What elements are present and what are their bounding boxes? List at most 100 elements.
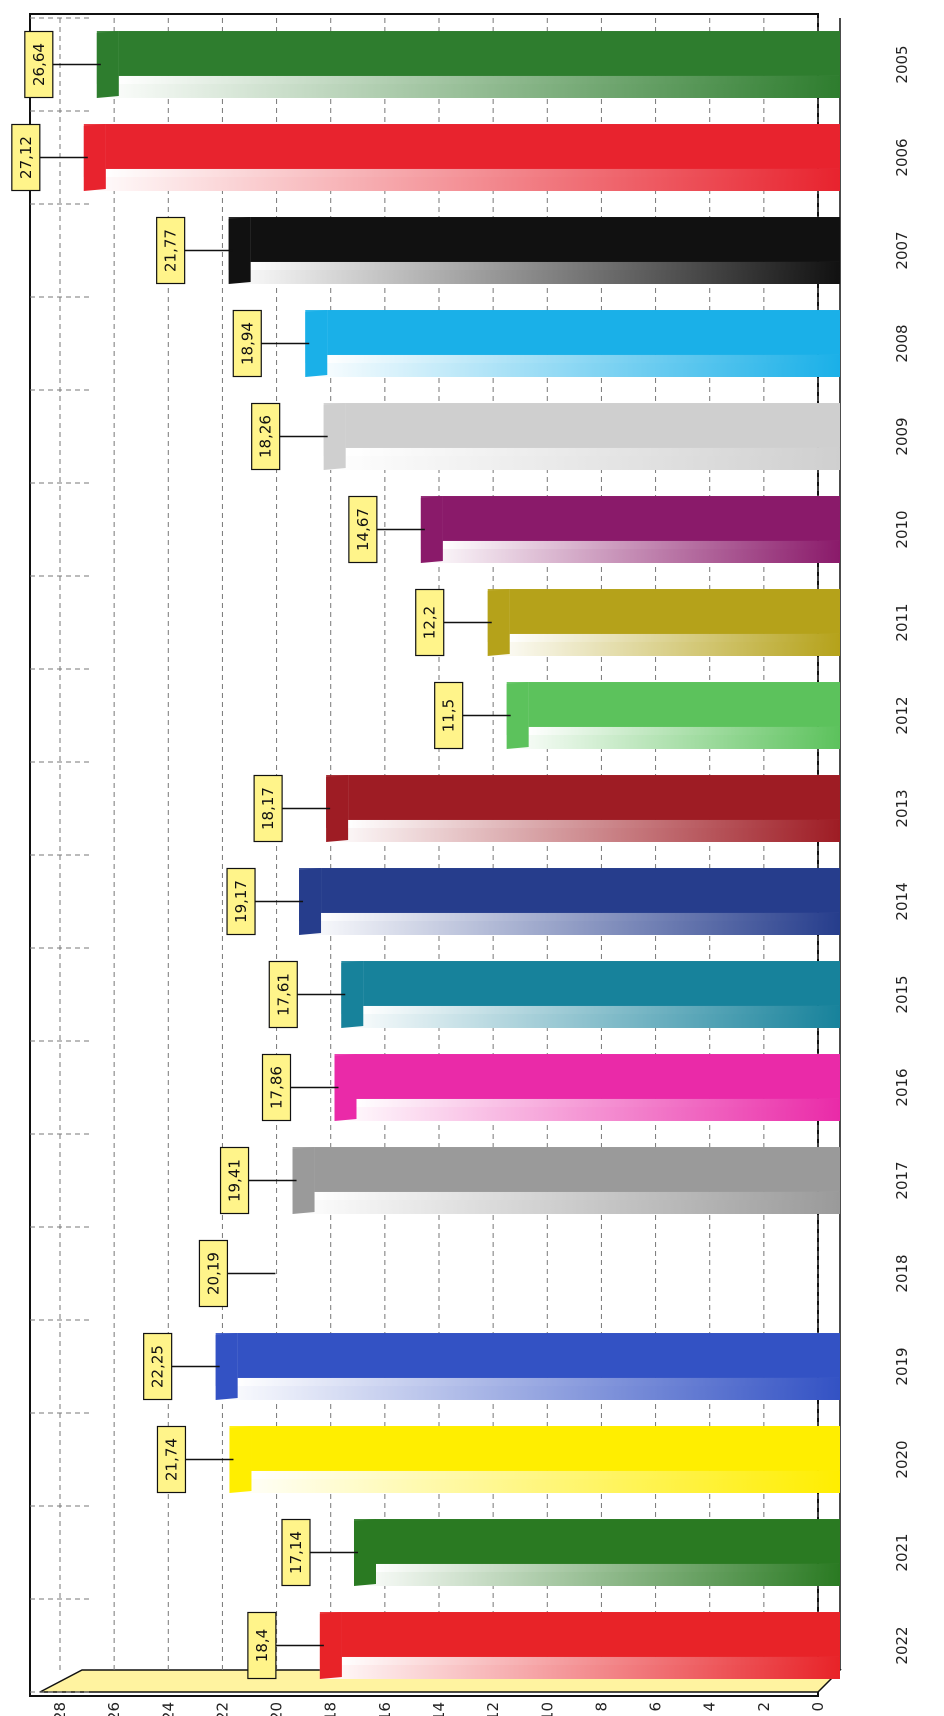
bar-2020: 21,74 [156, 1425, 840, 1494]
bar-cap [487, 589, 510, 656]
bar-top-face [528, 682, 840, 727]
value-label-box [156, 1425, 187, 1494]
bar-top-face [327, 310, 840, 355]
category-tick-label: 2015 [893, 975, 911, 1013]
category-tick-label: 2011 [893, 603, 911, 641]
bar-2022: 18,4 [247, 1611, 840, 1680]
category-tick-label: 2012 [893, 696, 911, 734]
category-tick-label: 2022 [893, 1626, 911, 1664]
value-label-box [434, 681, 464, 750]
bar-top-face [251, 1426, 840, 1471]
value-label: 20,19 [204, 1252, 222, 1295]
bar-top-face [321, 868, 840, 913]
value-label: 27,12 [17, 136, 35, 179]
bar-2012: 11,5 [434, 681, 840, 750]
bar-cap [83, 124, 106, 191]
category-tick-label: 2016 [893, 1068, 911, 1106]
value-tick-label: 2 [755, 1702, 773, 1712]
bar-cap [229, 1426, 252, 1493]
bar-2005: 26,64 [24, 30, 841, 99]
value-label-box [247, 1611, 277, 1680]
bar-2007: 21,77 [156, 216, 840, 285]
value-tick-label: 14 [430, 1702, 448, 1716]
bar-2008: 18,94 [232, 309, 840, 378]
tick-labels: 2005200620072008200920102011201220132014… [51, 45, 911, 1716]
value-label-box [251, 402, 281, 471]
value-label: 21,77 [162, 229, 180, 272]
bar-cap [292, 1147, 315, 1214]
value-tick-label: 28 [51, 1702, 69, 1716]
value-tick-label: 0 [809, 1702, 827, 1712]
value-label-box [156, 216, 186, 285]
bar-top-face [105, 124, 840, 169]
value-label-box [232, 309, 262, 378]
bar-2010: 14,67 [348, 495, 840, 564]
value-label: 17,86 [268, 1066, 286, 1109]
value-label-box [253, 774, 283, 843]
bar-2016: 17,86 [261, 1053, 840, 1122]
bar-shade [305, 362, 840, 377]
value-label-box [11, 123, 41, 192]
value-tick-label: 22 [213, 1702, 231, 1716]
bar-2014: 19,17 [226, 867, 840, 936]
plot-back-wall [29, 13, 819, 1697]
value-label-box [219, 1146, 250, 1215]
value-label: 14,67 [354, 508, 372, 551]
bar-top-face [363, 961, 840, 1006]
category-tick-label: 2013 [893, 789, 911, 827]
bar-cap [326, 775, 349, 842]
bar-shade [353, 1571, 840, 1586]
value-label-box [348, 495, 378, 564]
value-label: 17,61 [274, 973, 292, 1016]
category-tick-label: 2019 [893, 1347, 911, 1385]
category-tick-label: 2008 [893, 324, 911, 362]
bar-shade [83, 176, 840, 191]
bar-shade [229, 1478, 840, 1493]
category-tick-label: 2018 [893, 1254, 911, 1292]
bar-cap [96, 31, 119, 98]
category-tick-label: 2010 [893, 510, 911, 548]
value-label-box [226, 867, 256, 936]
value-label: 12,2 [421, 606, 439, 639]
value-tick-label: 18 [322, 1702, 340, 1716]
bar-cap [228, 217, 251, 284]
category-tick-label: 2005 [893, 45, 911, 83]
gridlines [30, 17, 819, 1693]
value-tick-label: 8 [592, 1702, 610, 1712]
bar-top-face [341, 1612, 840, 1657]
category-tick-label: 2020 [893, 1440, 911, 1478]
bar-cap [420, 496, 443, 563]
bar-top-face [237, 1333, 841, 1378]
category-tick-label: 2021 [893, 1533, 911, 1571]
value-label: 26,64 [30, 43, 48, 86]
bar-shade [96, 83, 841, 98]
bar-cap [323, 403, 346, 470]
value-label: 18,17 [259, 787, 277, 830]
bar-shade [341, 1013, 840, 1028]
value-label: 18,94 [238, 322, 256, 365]
value-tick-label: 24 [159, 1702, 177, 1716]
category-tick-label: 2014 [893, 882, 911, 920]
bar-top-face [348, 775, 840, 820]
bar-shade [319, 1664, 840, 1679]
value-label: 11,5 [440, 699, 458, 732]
bar-shade [228, 269, 840, 284]
bar-cap [215, 1333, 238, 1400]
bar-2009: 18,26 [251, 402, 840, 471]
value-tick-label: 10 [538, 1702, 556, 1716]
value-label: 22,25 [149, 1345, 167, 1388]
value-tick-label: 4 [701, 1702, 719, 1712]
bar-2018: 20,19 [198, 1239, 276, 1308]
bar-top-face [250, 217, 840, 262]
bar-top-face [356, 1054, 840, 1099]
bar-2019: 22,25 [143, 1332, 841, 1401]
bar-shade [323, 455, 840, 470]
value-label-box [198, 1239, 229, 1308]
category-tick-label: 2017 [893, 1161, 911, 1199]
value-label: 19,41 [226, 1159, 244, 1202]
bar-cap [305, 310, 328, 377]
bar-2017: 19,41 [219, 1146, 840, 1215]
bar-shade [326, 827, 840, 842]
bar-shade [487, 641, 840, 656]
